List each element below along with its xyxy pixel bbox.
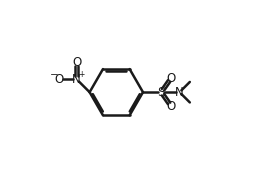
Text: −: − [50, 70, 58, 80]
Text: O: O [167, 100, 176, 113]
Text: +: + [78, 70, 85, 79]
Text: N: N [175, 86, 184, 99]
Text: N: N [72, 73, 81, 86]
Text: O: O [72, 56, 81, 69]
Text: S: S [157, 86, 165, 99]
Text: O: O [167, 72, 176, 84]
Text: O: O [55, 73, 64, 86]
